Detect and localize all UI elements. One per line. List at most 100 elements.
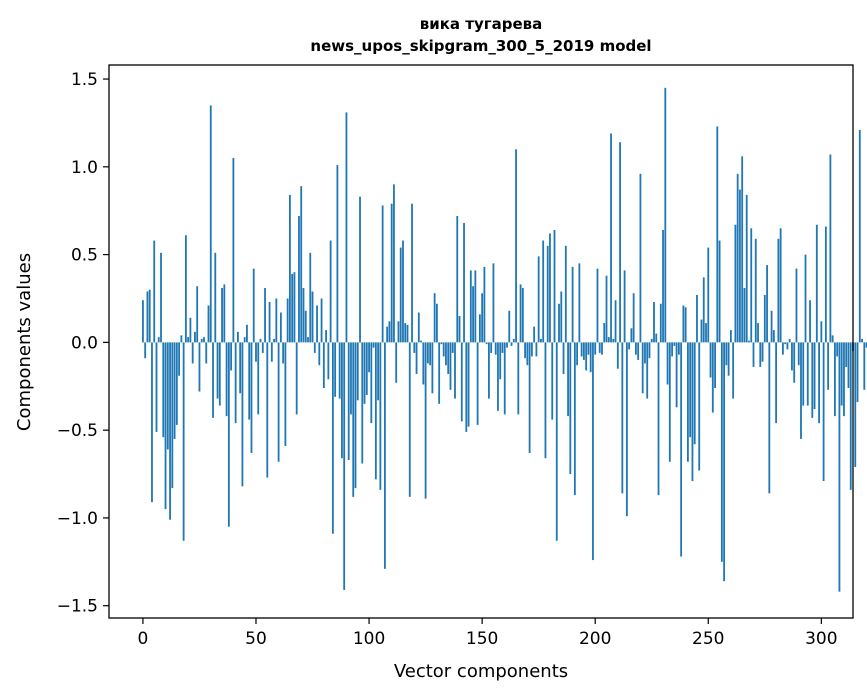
bar-115	[402, 240, 404, 343]
bar-132	[440, 342, 443, 345]
bar-61	[279, 312, 282, 343]
bar-164	[512, 338, 515, 343]
bar-66	[291, 273, 294, 343]
bar-25	[198, 342, 201, 392]
bar-116	[404, 323, 407, 343]
bar-133	[442, 342, 445, 357]
bar-264	[739, 189, 741, 343]
bar-122	[417, 312, 420, 343]
bar-134	[445, 342, 447, 366]
bar-104	[377, 342, 380, 401]
bar-313	[849, 342, 852, 490]
bar-198	[589, 342, 592, 373]
bar-129	[433, 293, 436, 343]
bar-183	[555, 342, 558, 541]
bar-123	[420, 340, 422, 343]
bar-293	[804, 254, 807, 343]
bar-302	[824, 226, 827, 343]
bar-253	[714, 342, 716, 389]
bar-0	[142, 300, 144, 343]
bar-165	[515, 149, 517, 343]
bar-78	[318, 342, 321, 366]
bar-308	[838, 342, 841, 592]
bar-179	[546, 245, 549, 343]
bar-268	[748, 340, 750, 343]
bar-59	[275, 298, 278, 343]
bar-177	[542, 240, 545, 343]
bar-298	[815, 224, 818, 343]
bar-277	[768, 342, 771, 494]
bar-141	[460, 342, 463, 422]
bar-242	[689, 342, 692, 438]
bar-311	[845, 342, 848, 367]
y-axis-label: Components values	[14, 253, 35, 431]
bar-276	[766, 265, 768, 343]
bar-9	[162, 342, 165, 438]
bar-214	[625, 342, 628, 517]
bar-20	[187, 337, 190, 343]
bar-192	[576, 342, 579, 366]
bar-319	[863, 342, 866, 390]
bar-32	[214, 252, 217, 343]
bar-281	[777, 238, 780, 343]
bar-113	[397, 321, 400, 343]
bar-19	[184, 235, 187, 343]
bar-163	[510, 342, 513, 346]
bar-317	[858, 129, 861, 343]
bar-288	[793, 342, 796, 383]
bar-297	[813, 342, 816, 410]
bar-224	[648, 342, 651, 359]
bar-16	[178, 342, 181, 376]
bar-67	[293, 272, 296, 343]
bar-167	[519, 284, 522, 343]
bar-64	[286, 298, 289, 343]
bar-102	[372, 342, 375, 348]
bar-229	[659, 303, 662, 343]
bar-221	[641, 342, 644, 394]
bar-140	[458, 316, 461, 343]
bar-285	[786, 342, 789, 350]
bar-51	[257, 342, 260, 415]
bar-230	[662, 230, 664, 343]
bar-246	[698, 342, 701, 471]
bar-24	[196, 286, 199, 343]
bar-76	[313, 342, 316, 353]
bar-147	[474, 270, 477, 343]
bar-117	[406, 324, 409, 343]
bar-105	[379, 342, 382, 490]
bar-197	[587, 342, 590, 355]
bar-11	[166, 342, 169, 450]
bar-284	[784, 342, 787, 345]
bar-74	[309, 252, 312, 343]
bar-103	[374, 342, 377, 480]
bar-194	[580, 342, 583, 357]
bar-196	[585, 342, 588, 371]
bar-257	[723, 342, 726, 582]
bar-173	[533, 326, 536, 343]
bar-131	[438, 342, 441, 404]
bar-289	[795, 268, 798, 343]
bar-126	[426, 342, 429, 364]
bar-187	[564, 245, 567, 343]
bar-72	[304, 310, 307, 343]
bar-272	[757, 323, 759, 343]
bar-93	[352, 342, 355, 497]
bar-124	[422, 342, 425, 385]
chart-title-line-2: news_upos_skipgram_300_5_2019 model	[310, 37, 651, 55]
bar-250	[707, 247, 710, 343]
bar-262	[734, 224, 737, 343]
bar-239	[682, 305, 685, 343]
bar-18	[182, 342, 185, 541]
bar-237	[677, 342, 680, 355]
x-tick-label: 200	[579, 629, 611, 649]
bar-227	[655, 333, 658, 343]
bar-174	[535, 342, 538, 357]
bar-1	[144, 342, 147, 359]
bar-23	[194, 331, 196, 343]
bar-145	[469, 270, 472, 343]
bar-65	[289, 194, 291, 343]
bar-58	[273, 338, 275, 343]
bar-238	[680, 342, 683, 557]
bar-157	[497, 342, 499, 411]
y-axis-ticks: −1.5 −1.0 −0.5 0.0 0.5 1.0 1.5	[57, 70, 109, 617]
